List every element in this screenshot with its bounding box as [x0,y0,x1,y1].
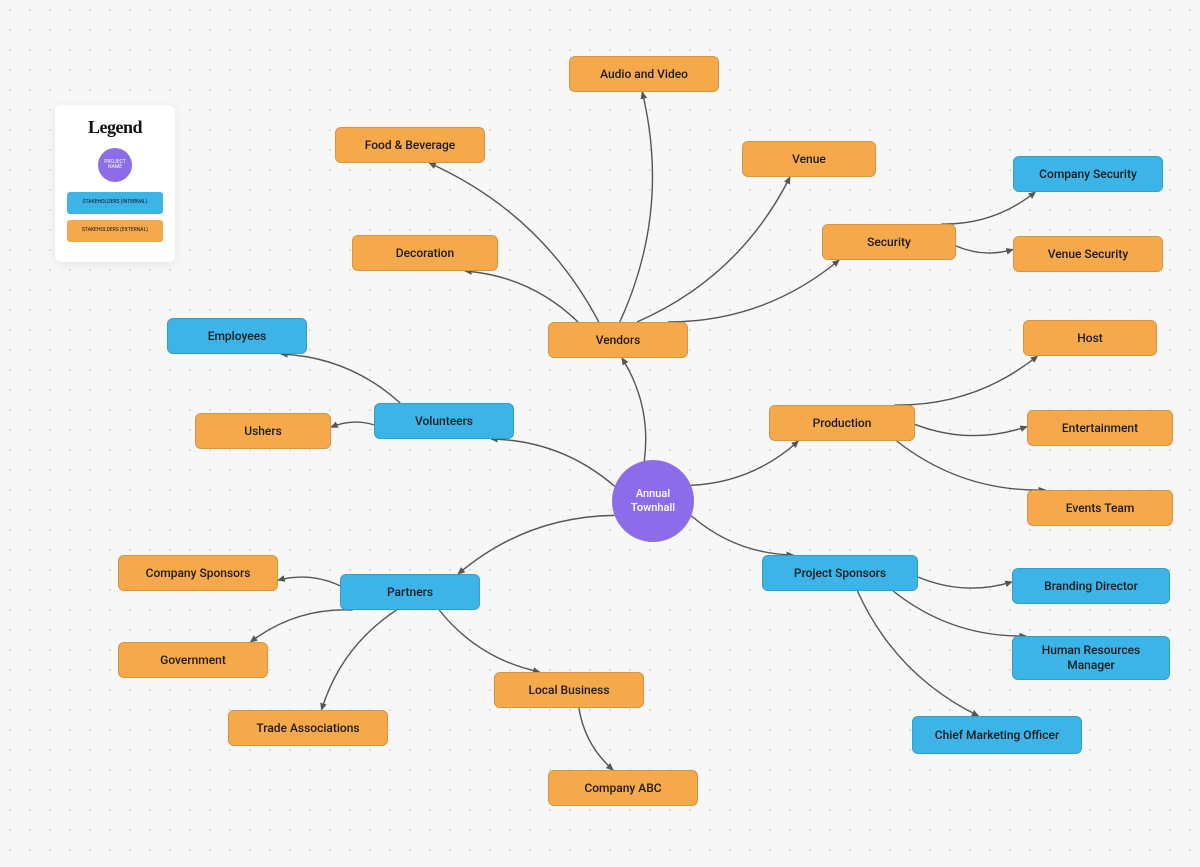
node-annual[interactable]: Annual Townhall [612,460,694,542]
edge-partners-localbiz [439,610,540,672]
node-brand[interactable]: Branding Director [1012,568,1170,604]
legend-title: Legend [67,117,163,138]
node-partners[interactable]: Partners [340,574,480,610]
legend-item-internal: STAKEHOLDERS (INTERNAL) [67,192,163,214]
node-audio[interactable]: Audio and Video [569,56,719,92]
edge-partners-govt [250,610,352,642]
edge-security-vensec [956,246,1013,253]
node-sponsors[interactable]: Company Sponsors [118,555,278,591]
legend-panel: Legend PROJECT NAME STAKEHOLDERS (INTERN… [55,105,175,262]
legend-item-project: PROJECT NAME [98,148,132,182]
legend-item-internal-label: STAKEHOLDERS (INTERNAL) [83,200,148,206]
node-host[interactable]: Host [1023,320,1157,356]
edge-projspon-brand [918,577,1012,588]
edge-production-eventsteam [897,441,1046,490]
legend-item-project-label: PROJECT NAME [98,160,132,171]
legend-item-external-label: STAKEHOLDERS (EXTERNAL) [82,228,148,234]
edge-projspon-cmo [857,591,978,716]
node-production[interactable]: Production [769,405,915,441]
edge-projspon-hrm [893,591,1026,636]
node-hrm[interactable]: Human Resources Manager [1012,636,1170,680]
node-venue[interactable]: Venue [742,141,876,177]
edge-vendors-audio [620,92,653,322]
edge-vendors-venue [637,177,790,322]
node-employees[interactable]: Employees [167,318,307,354]
edge-vendors-decoration [465,271,578,322]
edge-annual-partners [458,515,615,574]
node-cmo[interactable]: Chief Marketing Officer [912,716,1082,754]
node-decoration[interactable]: Decoration [352,235,498,271]
node-compabc[interactable]: Company ABC [548,770,698,806]
edge-vendors-security [668,260,839,322]
node-localbiz[interactable]: Local Business [494,672,644,708]
node-trade[interactable]: Trade Associations [228,710,388,746]
diagram-canvas: Legend PROJECT NAME STAKEHOLDERS (INTERN… [0,0,1200,867]
edge-production-entertain [915,424,1027,435]
edge-production-host [895,356,1038,405]
edge-annual-volunteers [491,439,615,486]
node-compsec[interactable]: Company Security [1013,156,1163,192]
edge-security-compsec [942,192,1036,224]
edge-localbiz-compabc [579,708,613,770]
node-entertain[interactable]: Entertainment [1027,410,1173,446]
node-eventsteam[interactable]: Events Team [1027,490,1173,526]
node-govt[interactable]: Government [118,642,268,678]
edge-annual-production [691,441,798,485]
node-vendors[interactable]: Vendors [548,322,688,358]
node-volunteers[interactable]: Volunteers [374,403,514,439]
edge-partners-trade [322,610,397,710]
edge-volunteers-ushers [331,422,374,427]
node-projspon[interactable]: Project Sponsors [762,555,918,591]
legend-item-external: STAKEHOLDERS (EXTERNAL) [67,220,163,242]
edge-annual-projspon [691,516,793,555]
node-ushers[interactable]: Ushers [195,413,331,449]
node-security[interactable]: Security [822,224,956,260]
edge-annual-vendors [622,358,646,461]
node-vensec[interactable]: Venue Security [1013,236,1163,272]
edge-volunteers-employees [281,354,400,403]
node-food[interactable]: Food & Beverage [335,127,485,163]
edge-partners-sponsors [278,577,340,586]
